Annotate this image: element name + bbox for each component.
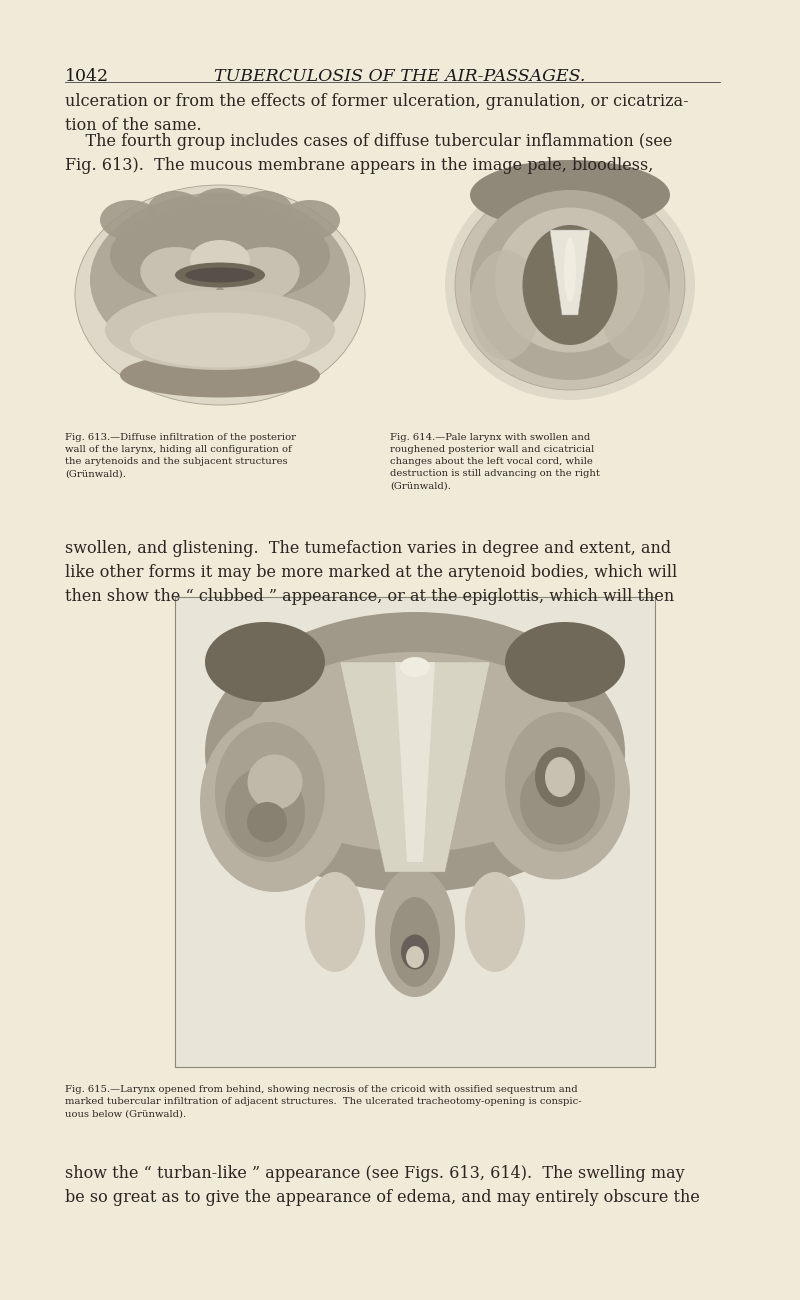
Text: swollen, and glistening.  The tumefaction varies in degree and extent, and
like : swollen, and glistening. The tumefaction… bbox=[65, 540, 678, 606]
Polygon shape bbox=[395, 662, 435, 862]
Ellipse shape bbox=[105, 290, 335, 370]
Ellipse shape bbox=[220, 247, 300, 303]
Ellipse shape bbox=[200, 712, 350, 892]
Ellipse shape bbox=[401, 935, 429, 970]
Ellipse shape bbox=[205, 621, 325, 702]
Ellipse shape bbox=[205, 612, 625, 892]
Ellipse shape bbox=[406, 946, 424, 968]
Ellipse shape bbox=[225, 767, 305, 857]
Ellipse shape bbox=[100, 200, 160, 240]
Bar bbox=[175, 597, 655, 1067]
Ellipse shape bbox=[465, 872, 525, 972]
Text: Fig. 614.—Pale larynx with swollen and
roughened posterior wall and cicatricial
: Fig. 614.—Pale larynx with swollen and r… bbox=[390, 433, 600, 490]
Ellipse shape bbox=[280, 200, 340, 240]
Ellipse shape bbox=[75, 185, 365, 406]
Ellipse shape bbox=[215, 722, 325, 862]
Ellipse shape bbox=[238, 191, 293, 229]
Ellipse shape bbox=[564, 238, 576, 303]
Ellipse shape bbox=[445, 170, 695, 400]
Ellipse shape bbox=[185, 268, 255, 282]
Ellipse shape bbox=[470, 190, 670, 380]
Polygon shape bbox=[550, 230, 590, 315]
Ellipse shape bbox=[305, 872, 365, 972]
Text: 1042: 1042 bbox=[65, 68, 109, 84]
Text: show the “ turban-like ” appearance (see Figs. 613, 614).  The swelling may
be s: show the “ turban-like ” appearance (see… bbox=[65, 1165, 700, 1206]
Ellipse shape bbox=[175, 263, 265, 287]
Ellipse shape bbox=[190, 240, 250, 280]
Ellipse shape bbox=[140, 247, 220, 303]
Ellipse shape bbox=[600, 250, 670, 360]
Ellipse shape bbox=[535, 747, 585, 807]
Text: Fig. 615.—Larynx opened from behind, showing necrosis of the cricoid with ossifi: Fig. 615.—Larynx opened from behind, sho… bbox=[65, 1086, 582, 1118]
Text: The fourth group includes cases of diffuse tubercular inflammation (see
Fig. 613: The fourth group includes cases of diffu… bbox=[65, 133, 672, 174]
Ellipse shape bbox=[147, 191, 202, 229]
Text: TUBERCULOSIS OF THE AIR-PASSAGES.: TUBERCULOSIS OF THE AIR-PASSAGES. bbox=[214, 68, 586, 84]
Ellipse shape bbox=[400, 656, 430, 677]
Ellipse shape bbox=[505, 621, 625, 702]
Ellipse shape bbox=[495, 208, 645, 352]
Ellipse shape bbox=[247, 802, 287, 842]
Ellipse shape bbox=[90, 192, 350, 368]
Ellipse shape bbox=[545, 757, 575, 797]
Ellipse shape bbox=[120, 352, 320, 398]
Text: Fig. 613.—Diffuse infiltration of the posterior
wall of the larynx, hiding all c: Fig. 613.—Diffuse infiltration of the po… bbox=[65, 433, 296, 478]
Ellipse shape bbox=[375, 867, 455, 997]
Ellipse shape bbox=[470, 160, 670, 230]
Ellipse shape bbox=[520, 759, 600, 845]
Ellipse shape bbox=[455, 179, 685, 390]
Ellipse shape bbox=[247, 754, 302, 810]
Ellipse shape bbox=[110, 205, 330, 306]
Ellipse shape bbox=[470, 250, 540, 360]
Ellipse shape bbox=[390, 897, 440, 987]
Ellipse shape bbox=[505, 712, 615, 852]
Ellipse shape bbox=[240, 653, 590, 852]
Polygon shape bbox=[340, 662, 490, 872]
Ellipse shape bbox=[130, 312, 310, 368]
Ellipse shape bbox=[480, 705, 630, 880]
Ellipse shape bbox=[193, 188, 247, 226]
Ellipse shape bbox=[522, 225, 618, 344]
Text: ulceration or from the effects of former ulceration, granulation, or cicatriza-
: ulceration or from the effects of former… bbox=[65, 94, 689, 134]
